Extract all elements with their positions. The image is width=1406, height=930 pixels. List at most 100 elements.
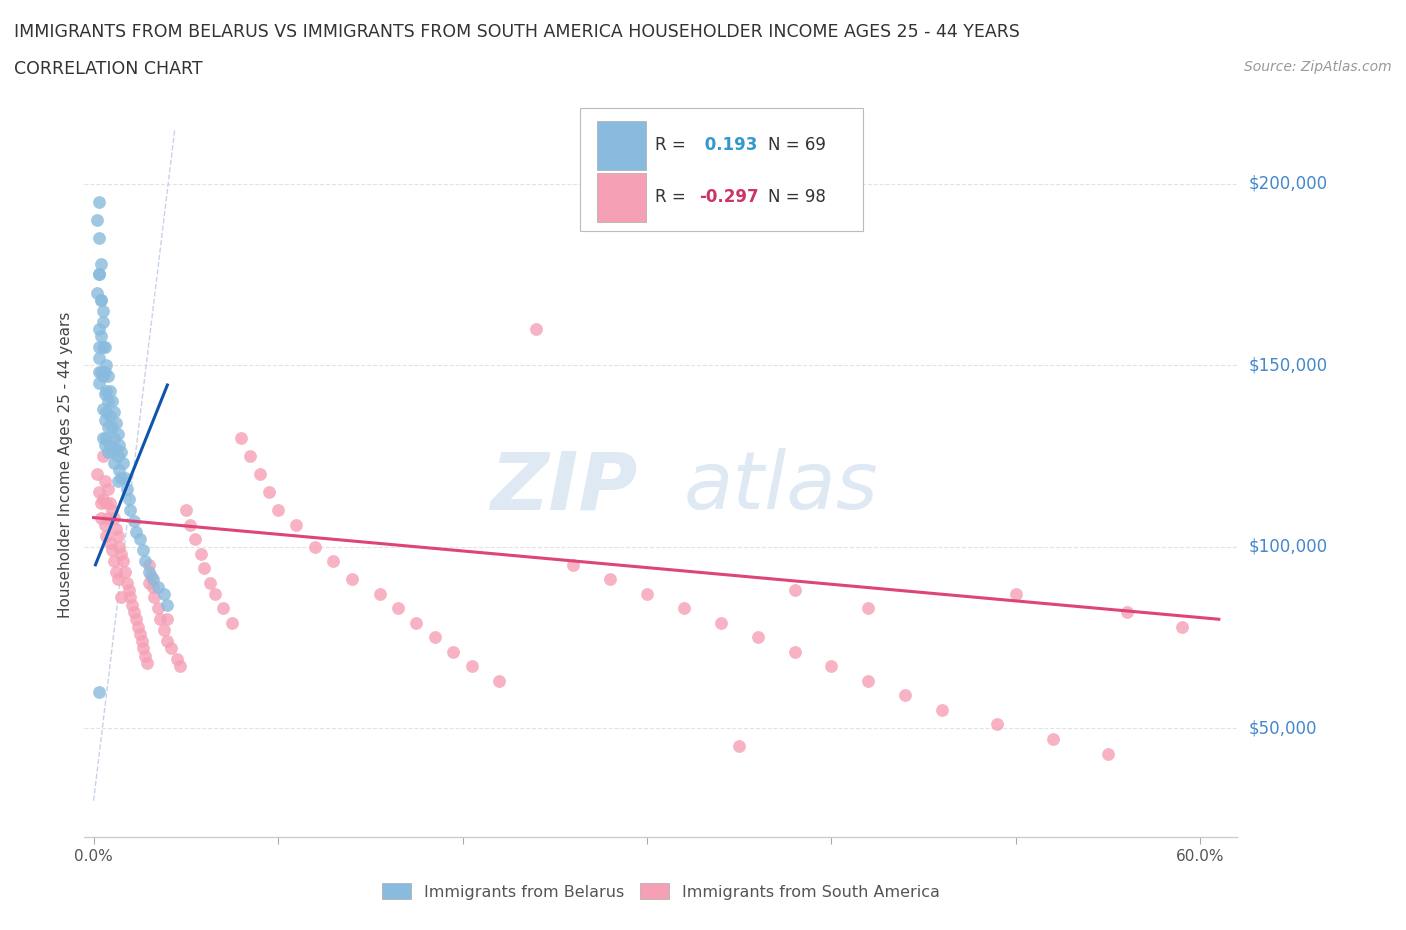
Point — [204, 587, 226, 602]
Text: $200,000: $200,000 — [1249, 175, 1327, 193]
Point — [322, 553, 344, 568]
Point — [107, 448, 129, 463]
Point — [110, 547, 132, 562]
Point — [115, 576, 138, 591]
Text: -0.297: -0.297 — [699, 188, 758, 206]
Point — [125, 525, 148, 539]
Point — [783, 583, 806, 598]
Point — [132, 641, 155, 656]
Point — [672, 601, 695, 616]
Point — [98, 536, 121, 551]
Point — [128, 626, 150, 641]
Point — [103, 553, 125, 568]
Point — [166, 652, 188, 667]
Point — [143, 590, 166, 604]
Text: $50,000: $50,000 — [1249, 719, 1317, 737]
Text: IMMIGRANTS FROM BELARUS VS IMMIGRANTS FROM SOUTH AMERICA HOUSEHOLDER INCOME AGES: IMMIGRANTS FROM BELARUS VS IMMIGRANTS FR… — [14, 23, 1019, 41]
Point — [107, 528, 129, 543]
Legend: Immigrants from Belarus, Immigrants from South America: Immigrants from Belarus, Immigrants from… — [382, 884, 939, 899]
Point — [101, 419, 124, 434]
Point — [120, 503, 142, 518]
Point — [93, 412, 115, 427]
Point — [93, 517, 115, 532]
Point — [169, 659, 191, 674]
Point — [115, 481, 138, 496]
Point — [98, 438, 121, 453]
Point — [87, 322, 110, 337]
Point — [120, 590, 142, 604]
Point — [156, 633, 179, 648]
Point — [90, 365, 112, 379]
Point — [103, 511, 125, 525]
Point — [986, 717, 1008, 732]
Point — [98, 408, 121, 423]
Point — [134, 648, 156, 663]
Point — [211, 601, 233, 616]
Point — [136, 656, 159, 671]
Point — [562, 557, 585, 572]
Point — [87, 365, 110, 379]
Text: R =: R = — [655, 188, 692, 206]
Point — [96, 405, 118, 419]
Point — [104, 565, 127, 579]
Point — [894, 688, 917, 703]
Text: R =: R = — [655, 136, 692, 154]
Point — [98, 383, 121, 398]
Point — [152, 587, 174, 602]
Point — [108, 539, 131, 554]
Point — [231, 431, 253, 445]
Point — [86, 467, 108, 482]
Point — [304, 539, 326, 554]
Point — [747, 630, 769, 644]
Point — [108, 463, 131, 478]
Point — [110, 590, 132, 604]
Point — [87, 267, 110, 282]
Point — [110, 445, 132, 459]
Point — [87, 485, 110, 499]
Point — [96, 358, 118, 373]
Text: $150,000: $150,000 — [1249, 356, 1327, 374]
Point — [101, 543, 124, 558]
Point — [98, 496, 121, 511]
Point — [87, 267, 110, 282]
Point — [146, 601, 169, 616]
Point — [104, 416, 127, 431]
Point — [488, 673, 510, 688]
Point — [101, 394, 124, 409]
Point — [90, 292, 112, 307]
Point — [87, 339, 110, 354]
Point — [710, 616, 733, 631]
Point — [90, 496, 112, 511]
Point — [107, 572, 129, 587]
Point — [257, 485, 280, 499]
Point — [90, 256, 112, 271]
Point — [87, 351, 110, 365]
Point — [858, 673, 880, 688]
Point — [97, 511, 120, 525]
Point — [134, 553, 156, 568]
Point — [125, 612, 148, 627]
FancyBboxPatch shape — [598, 121, 645, 169]
Text: CORRELATION CHART: CORRELATION CHART — [14, 60, 202, 78]
Point — [86, 286, 108, 300]
Point — [599, 572, 621, 587]
Point — [858, 601, 880, 616]
Point — [87, 684, 110, 699]
Point — [87, 376, 110, 391]
Point — [128, 532, 150, 547]
Text: ZIP: ZIP — [491, 448, 638, 526]
Point — [174, 503, 197, 518]
Point — [820, 659, 842, 674]
Point — [97, 394, 120, 409]
Point — [114, 471, 136, 485]
Point — [97, 445, 120, 459]
Point — [190, 547, 212, 562]
Text: N = 69: N = 69 — [768, 136, 825, 154]
Point — [387, 601, 409, 616]
Point — [97, 481, 120, 496]
Point — [91, 314, 114, 329]
Point — [91, 303, 114, 318]
Point — [122, 513, 145, 528]
Point — [91, 448, 114, 463]
Point — [160, 641, 183, 656]
